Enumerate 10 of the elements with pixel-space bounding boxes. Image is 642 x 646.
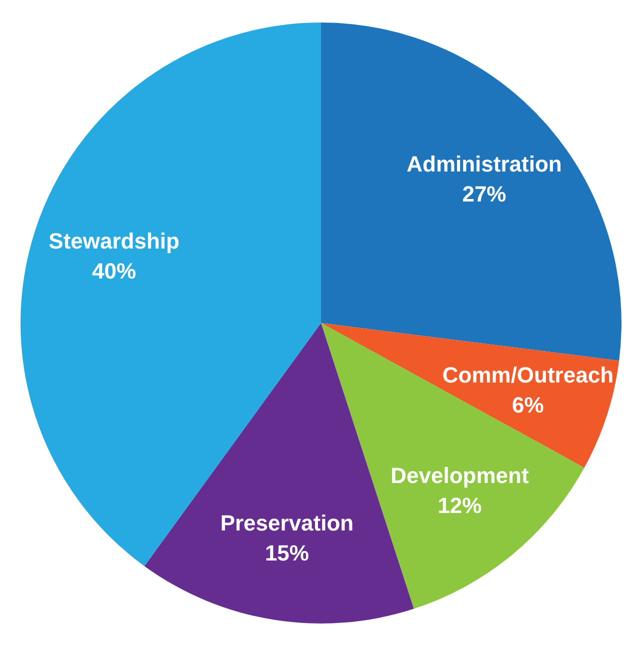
slice-label: Comm/Outreach [442, 362, 614, 388]
data-label: 12% [438, 493, 482, 518]
slice-label: Administration [406, 152, 562, 177]
data-label: 27% [462, 182, 506, 207]
slice-label: Preservation [220, 510, 354, 536]
slice-label: Stewardship [48, 228, 180, 254]
slice-label: Development [390, 463, 530, 488]
data-label: 40% [92, 258, 136, 284]
data-label: 6% [512, 392, 544, 418]
data-label: 15% [264, 540, 309, 566]
